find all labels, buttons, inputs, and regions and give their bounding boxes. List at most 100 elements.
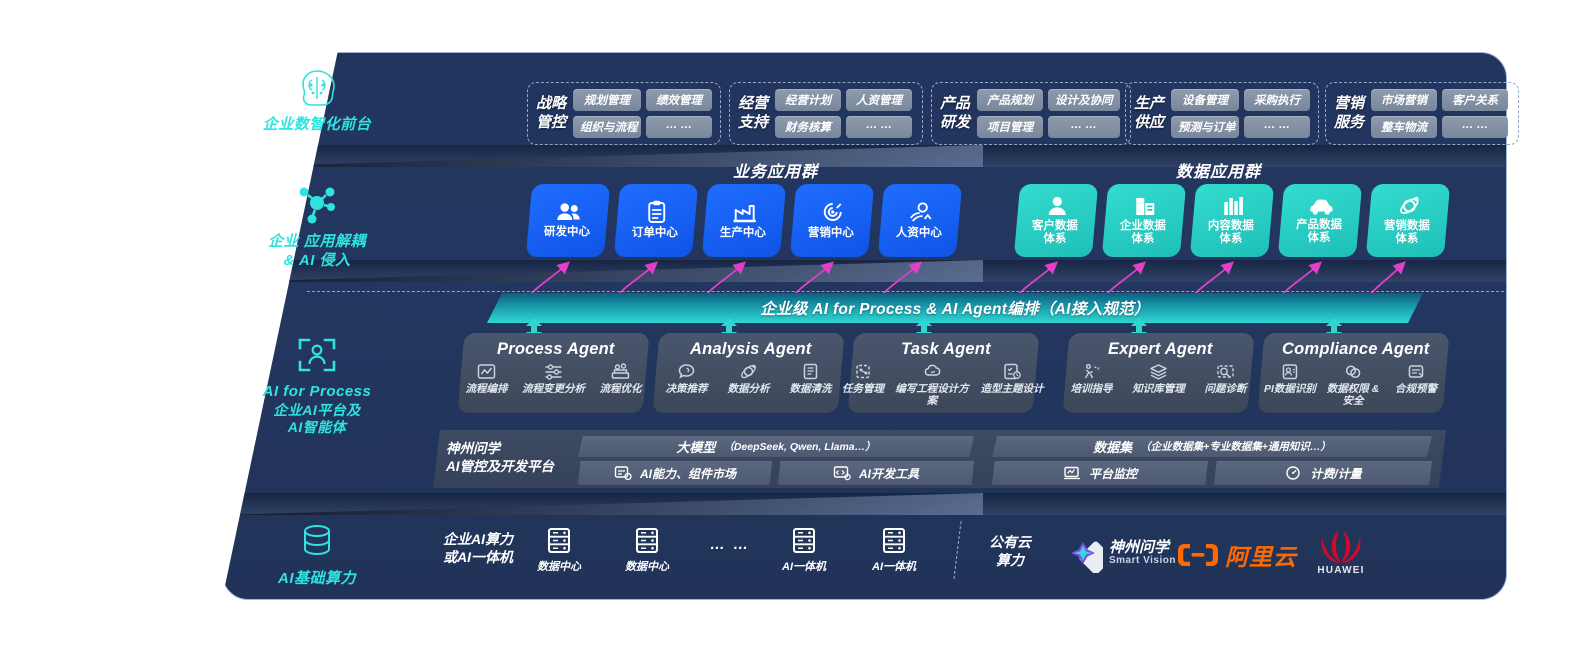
- agent-feature[interactable]: 任务管理: [836, 362, 888, 408]
- domain-chip[interactable]: 设计及协同: [1048, 89, 1120, 111]
- app-card-marketing-center[interactable]: 营销中心: [789, 184, 875, 257]
- infra-node-datacenter-2[interactable]: 数据中心: [609, 526, 685, 575]
- domain-group-supply[interactable]: 生产 供应 设备管理 采购执行 预测与订单 … …: [1125, 82, 1319, 145]
- agent-feature[interactable]: 数据清洗: [780, 362, 840, 396]
- app-card-production-center[interactable]: 生产中心: [701, 184, 787, 257]
- data-card-customer[interactable]: 客户数据 体系: [1013, 184, 1099, 257]
- app-card-order-center[interactable]: 订单中心: [613, 184, 699, 257]
- shenzhou-wenxue-logo[interactable]: 神州问学 Smart Vision: [1063, 533, 1176, 573]
- alert-doc-icon: [1408, 365, 1423, 378]
- agent-feature[interactable]: 造型主题设计: [974, 362, 1048, 408]
- app-card-label: 订单中心: [631, 227, 678, 240]
- domain-name-strategy: 战略 管控: [536, 95, 567, 131]
- infra-node-aibox-1[interactable]: AI一体机: [766, 526, 842, 575]
- layer-label-front: 企业数智化前台: [222, 68, 412, 135]
- domain-group-strategy[interactable]: 战略 管控 规划管理 绩效管理 组织与流程 … …: [527, 82, 721, 145]
- domain-chip[interactable]: 采购执行: [1244, 89, 1310, 111]
- agent-card-task[interactable]: Task Agent 任务管理 编写工程设计方案: [841, 333, 1043, 413]
- agent-feature-label: 造型主题设计: [979, 383, 1043, 395]
- app-card-rnd-center[interactable]: 研发中心: [525, 184, 611, 257]
- domain-chip[interactable]: 整车物流: [1371, 116, 1438, 138]
- domain-chip[interactable]: … …: [1244, 116, 1310, 138]
- data-card-label: 营销数据 体系: [1383, 220, 1430, 246]
- agent-feature[interactable]: 知识库管理: [1123, 362, 1193, 396]
- infra-node-aibox-2[interactable]: AI一体机: [856, 526, 932, 575]
- agent-feature[interactable]: 合规预警: [1385, 362, 1445, 408]
- domain-group-rnd[interactable]: 产品 研发 产品规划 设计及协同 项目管理 … …: [931, 82, 1131, 145]
- agent-feature[interactable]: 问题诊断: [1195, 362, 1255, 396]
- aliyun-mark-icon: [1178, 544, 1218, 566]
- target-icon: [823, 203, 842, 222]
- data-card-label: 客户数据 体系: [1031, 219, 1078, 245]
- agent-feature[interactable]: 数据分析: [718, 362, 778, 396]
- data-card-enterprise[interactable]: 企业数据 体系: [1101, 184, 1187, 257]
- domain-name-rnd: 产品 研发: [940, 95, 971, 131]
- domain-chip[interactable]: 设备管理: [1171, 89, 1239, 111]
- app-card-hr-center[interactable]: 人资中心: [877, 184, 963, 257]
- domain-group-marketing[interactable]: 营销 服务 市场营销 客户关系 整车物流 … …: [1325, 82, 1519, 145]
- server-icon: [883, 528, 905, 553]
- agent-feature-label: 流程优化: [598, 383, 641, 395]
- data-card-marketing[interactable]: 营销数据 体系: [1365, 184, 1451, 257]
- infra-node-datacenter-1[interactable]: 数据中心: [521, 526, 597, 575]
- platform-tile-ai-market[interactable]: AI能力、组件市场: [578, 461, 772, 485]
- domain-chip[interactable]: 绩效管理: [646, 89, 712, 111]
- infra-public-cloud: 公有云 算力: [989, 534, 1031, 568]
- domain-group-operations[interactable]: 经营 支持 经营计划 人资管理 财务核算 … …: [729, 82, 923, 145]
- platform-name: 神州问学 AI管控及开发平台: [446, 440, 586, 475]
- agent-feature[interactable]: 流程变更分析: [517, 362, 589, 396]
- domain-chip[interactable]: 市场营销: [1371, 89, 1438, 111]
- database-icon: [304, 525, 330, 556]
- domain-chip[interactable]: 规划管理: [573, 89, 641, 111]
- domain-chip[interactable]: 产品规划: [977, 89, 1044, 111]
- data-card-label: 企业数据 体系: [1119, 219, 1166, 245]
- atom-analysis-icon: [740, 364, 756, 379]
- monitor-icon: [1063, 466, 1080, 480]
- agent-card-expert[interactable]: Expert Agent 培训指导 知识库管理: [1061, 333, 1255, 413]
- domain-chip[interactable]: … …: [846, 116, 913, 138]
- agent-feature-label: 数据分析: [726, 383, 769, 395]
- logo-label-cn: 神州问学: [1109, 538, 1170, 556]
- data-apps-title: 数据应用群: [1176, 164, 1262, 181]
- domain-chip[interactable]: 预测与订单: [1171, 116, 1239, 138]
- agent-card-compliance[interactable]: Compliance Agent PI数据识别 数据权限 & 安全: [1257, 333, 1450, 413]
- agent-feature[interactable]: 决策推荐: [656, 362, 716, 396]
- platform-tile-dev-tools[interactable]: AI开发工具: [778, 461, 974, 485]
- domain-chip[interactable]: … …: [1442, 116, 1509, 138]
- domain-chip[interactable]: … …: [1048, 116, 1120, 138]
- domain-chip[interactable]: 项目管理: [977, 116, 1044, 138]
- domain-name-operations: 经营 支持: [738, 95, 769, 131]
- data-card-product[interactable]: 产品数据 体系: [1277, 184, 1363, 257]
- agent-feature[interactable]: PI数据识别: [1259, 362, 1319, 408]
- aliyun-logo[interactable]: 阿里云: [1177, 538, 1297, 572]
- domain-chip[interactable]: 人资管理: [846, 89, 913, 111]
- agent-feature[interactable]: 流程优化: [591, 362, 649, 396]
- agent-card-analysis[interactable]: Analysis Agent 决策推荐 数据分析: [652, 333, 845, 413]
- model-bar[interactable]: 大模型 （DeepSeek, Qwen, Llama…）: [578, 436, 974, 457]
- agent-feature[interactable]: 流程编排: [457, 362, 515, 396]
- agent-feature[interactable]: 数据权限 & 安全: [1321, 362, 1383, 408]
- agent-feature[interactable]: 编写工程设计方案: [890, 362, 972, 408]
- dataset-bar[interactable]: 数据集 （企业数据集+专业数据集+通用知识…）: [992, 436, 1432, 457]
- data-card-content[interactable]: 内容数据 体系: [1189, 184, 1275, 257]
- agent-feature[interactable]: 培训指导: [1061, 362, 1121, 396]
- layer-label-aiprocess-text-1: AI for Process: [262, 383, 372, 400]
- settings-list-icon: [544, 364, 561, 380]
- huawei-logo[interactable]: HUAWEI: [1313, 530, 1369, 576]
- layer-label-decouple-text-1: 企业 应用解耦: [268, 233, 366, 250]
- orchestration-banner[interactable]: 企业级 AI for Process & AI Agent编排（AI接入规范）: [487, 293, 1423, 323]
- layers-icon: [1149, 364, 1167, 380]
- platform-tile-monitor[interactable]: 平台监控: [992, 461, 1208, 485]
- agent-feature-label: 数据清洗: [788, 383, 831, 395]
- server-icon: [636, 528, 658, 553]
- layer-label-aiprocess-text-2: 企业AI平台及: [273, 401, 361, 418]
- domain-chip[interactable]: 财务核算: [775, 116, 842, 138]
- domain-chip[interactable]: 组织与流程: [573, 116, 641, 138]
- domain-chip[interactable]: 客户关系: [1442, 89, 1509, 111]
- agent-card-process[interactable]: Process Agent 流程编排 流程变更分析: [457, 333, 650, 413]
- platform-name-line2: AI管控及开发平台: [446, 458, 554, 474]
- checklist-clock-icon: [1003, 363, 1021, 380]
- platform-tile-billing[interactable]: 计费/计量: [1214, 461, 1432, 485]
- domain-chip[interactable]: … …: [646, 116, 712, 138]
- domain-chip[interactable]: 经营计划: [775, 89, 842, 111]
